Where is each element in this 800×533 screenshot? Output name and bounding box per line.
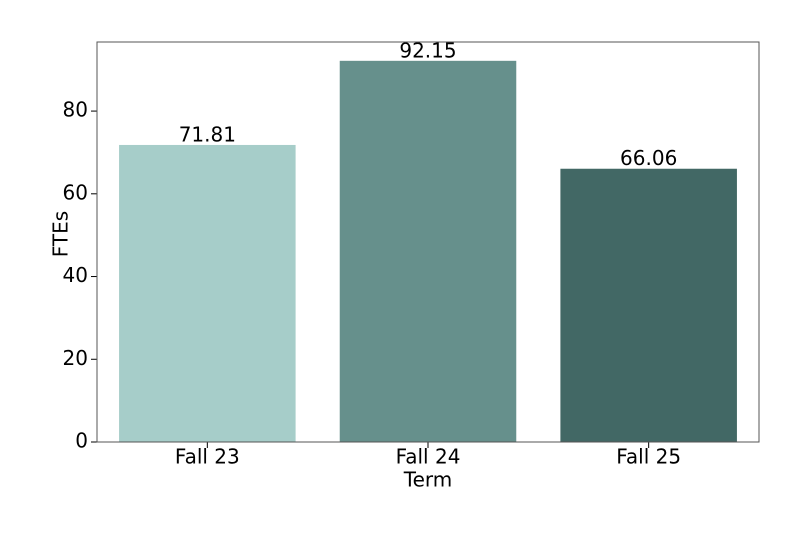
bar	[339, 60, 517, 442]
bar	[560, 168, 737, 443]
value-label: 71.81	[179, 122, 236, 146]
y-tick-label: 60	[63, 180, 88, 204]
x-tick-label: Fall 24	[396, 445, 461, 469]
bar	[119, 144, 296, 443]
y-tick-label: 20	[63, 346, 88, 370]
value-label: 66.06	[620, 146, 677, 170]
y-axis-label: FTEs	[49, 211, 73, 257]
y-tick-label: 40	[63, 263, 88, 287]
x-axis-label: Term	[403, 468, 452, 492]
y-tick-label: 80	[63, 98, 88, 122]
y-tick-label: 0	[75, 429, 88, 453]
plot-frame	[96, 41, 760, 443]
x-tick-label: Fall 25	[616, 445, 681, 469]
x-tick-label: Fall 23	[175, 445, 240, 469]
